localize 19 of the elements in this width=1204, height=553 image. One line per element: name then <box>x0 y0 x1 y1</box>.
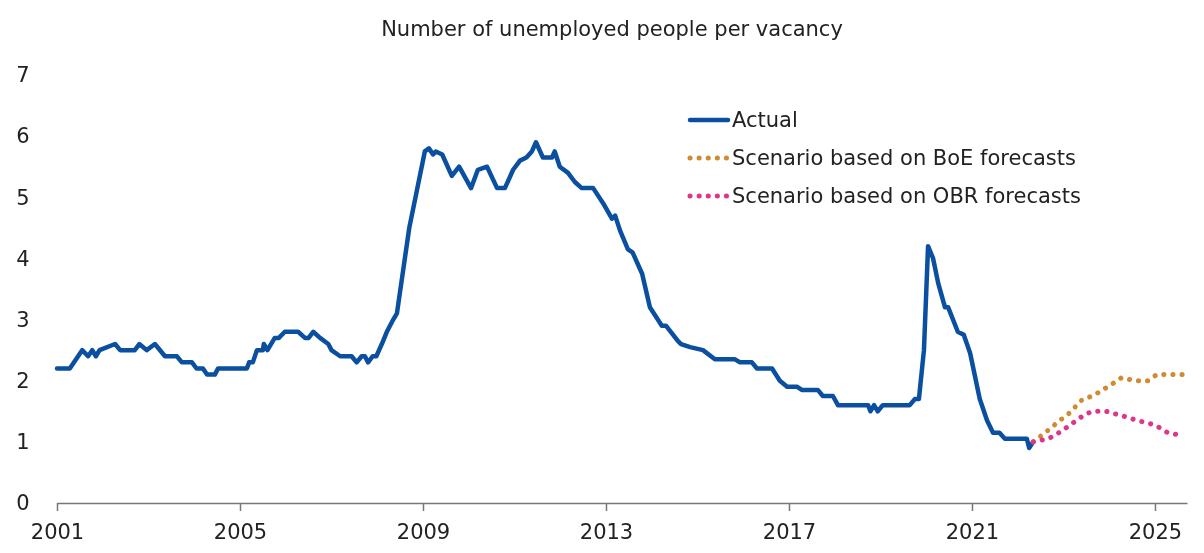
x-tick-label: 2017 <box>762 520 817 545</box>
legend-label: Actual <box>732 108 798 133</box>
y-tick-label: 7 <box>16 63 30 88</box>
x-tick-label: 2001 <box>30 520 85 545</box>
x-tick-label: 2025 <box>1128 520 1183 545</box>
y-tick-label: 6 <box>16 124 30 149</box>
legend-label: Scenario based on OBR forecasts <box>732 184 1081 209</box>
chart-title: Number of unemployed people per vacancy <box>381 17 843 41</box>
y-tick-label: 5 <box>16 185 30 210</box>
x-tick-label: 2009 <box>396 520 451 545</box>
x-tick-label: 2021 <box>945 520 1000 545</box>
y-tick-label: 1 <box>16 430 30 455</box>
y-tick-label: 2 <box>16 368 30 393</box>
y-tick-label: 3 <box>16 307 30 332</box>
x-tick-label: 2013 <box>579 520 634 545</box>
legend-label: Scenario based on BoE forecasts <box>732 146 1076 171</box>
y-tick-label: 4 <box>16 246 30 271</box>
y-tick-label: 0 <box>16 491 30 516</box>
x-tick-label: 2005 <box>213 520 268 545</box>
